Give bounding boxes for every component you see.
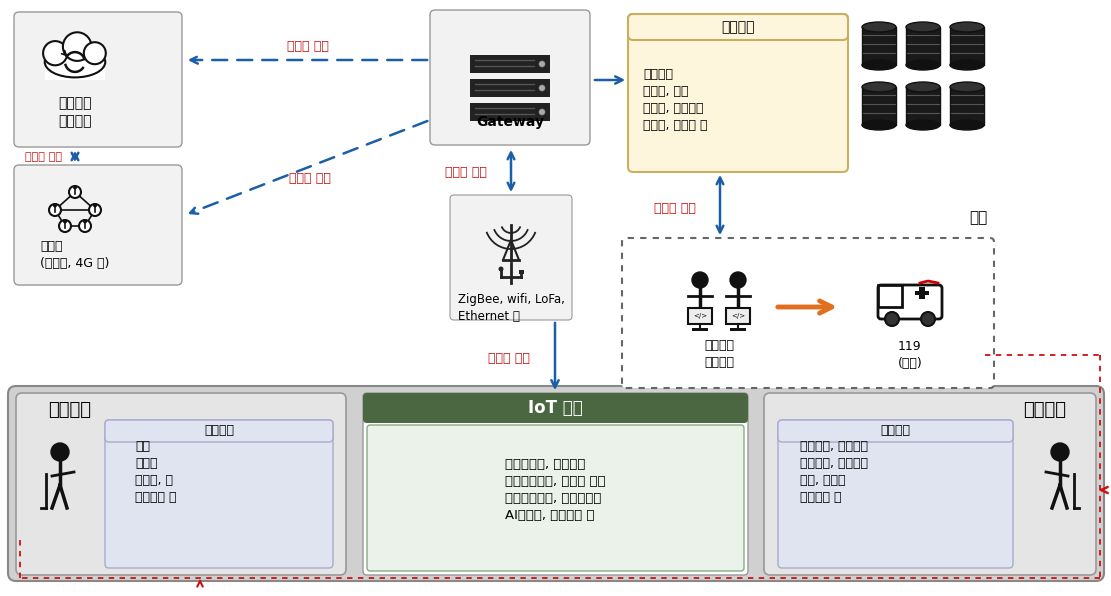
Circle shape (51, 443, 69, 461)
Circle shape (539, 109, 546, 115)
Text: 119
(응급): 119 (응급) (898, 340, 922, 370)
Ellipse shape (905, 22, 940, 32)
Circle shape (539, 61, 546, 67)
Ellipse shape (950, 82, 984, 92)
Text: 측정항목: 측정항목 (880, 424, 910, 437)
Bar (470, 79, 550, 97)
Bar (470, 103, 550, 121)
Text: ZigBee, wifi, LoFa,
Ethernet 등: ZigBee, wifi, LoFa, Ethernet 등 (458, 293, 564, 323)
Bar (950, 27, 984, 65)
FancyBboxPatch shape (778, 420, 1013, 442)
Text: 시설노인: 시설노인 (49, 401, 91, 419)
Bar (919, 287, 925, 299)
Text: 데이터 전송: 데이터 전송 (488, 352, 530, 365)
Text: </>: </> (693, 313, 707, 319)
Ellipse shape (862, 22, 895, 32)
Ellipse shape (44, 46, 106, 77)
Bar (730, 328, 745, 331)
Ellipse shape (43, 41, 68, 66)
FancyBboxPatch shape (363, 393, 748, 575)
Circle shape (79, 220, 91, 232)
FancyBboxPatch shape (450, 195, 572, 320)
Text: 응급상황
시설직원: 응급상황 시설직원 (704, 339, 734, 369)
Text: 대응: 대응 (969, 210, 988, 225)
Bar (688, 308, 712, 324)
Ellipse shape (905, 120, 940, 130)
Ellipse shape (63, 32, 91, 61)
Bar (46, 64, 104, 80)
FancyBboxPatch shape (430, 10, 590, 145)
Ellipse shape (905, 82, 940, 92)
Circle shape (53, 203, 57, 207)
FancyBboxPatch shape (764, 393, 1095, 575)
Bar (519, 270, 524, 274)
Ellipse shape (862, 60, 895, 70)
FancyBboxPatch shape (778, 420, 1013, 568)
Bar (915, 291, 929, 295)
Circle shape (59, 220, 71, 232)
FancyBboxPatch shape (878, 285, 942, 319)
FancyBboxPatch shape (106, 420, 333, 442)
Circle shape (89, 204, 101, 216)
Circle shape (73, 185, 77, 190)
FancyBboxPatch shape (628, 14, 848, 172)
Text: 통신망
(인터넷, 4G 등): 통신망 (인터넷, 4G 등) (40, 240, 110, 270)
Ellipse shape (905, 60, 940, 70)
Circle shape (83, 219, 87, 224)
Ellipse shape (950, 120, 984, 130)
Circle shape (730, 272, 745, 288)
Circle shape (921, 312, 935, 326)
Text: 측정항목: 측정항목 (204, 424, 234, 437)
Circle shape (93, 203, 97, 207)
Text: 레이더센서, 호흡센서
활동감지센서, 문열림 센서
열화상카메라, 화재감지기
AI스피커, 돌봄로봇 등: 레이더센서, 호흡센서 활동감지센서, 문열림 센서 열화상카메라, 화재감지기… (504, 458, 605, 522)
Bar (862, 87, 895, 125)
Text: IoT 센서: IoT 센서 (528, 399, 582, 417)
FancyBboxPatch shape (363, 393, 748, 423)
Text: </>: </> (731, 313, 745, 319)
FancyBboxPatch shape (367, 425, 744, 571)
Ellipse shape (950, 60, 984, 70)
Ellipse shape (950, 22, 984, 32)
Text: 데이터 전송: 데이터 전송 (446, 166, 487, 178)
Bar (862, 27, 895, 65)
FancyBboxPatch shape (8, 386, 1104, 581)
Text: 호흡상태
무호흡, 낙상
수면질, 화재발생
안녕감, 활동량 등: 호흡상태 무호흡, 낙상 수면질, 화재발생 안녕감, 활동량 등 (643, 68, 708, 132)
Circle shape (49, 204, 61, 216)
Text: Gateway: Gateway (476, 115, 544, 129)
Ellipse shape (862, 120, 895, 130)
FancyBboxPatch shape (14, 12, 182, 147)
Text: 패턴분석: 패턴분석 (721, 20, 754, 34)
FancyBboxPatch shape (106, 420, 333, 568)
FancyBboxPatch shape (628, 14, 848, 40)
Text: 화재감지, 가스감지
활동감지, 출입감지
호흡, 활동량
정서지원 등: 화재감지, 가스감지 활동감지, 출입감지 호흡, 활동량 정서지원 등 (800, 440, 868, 504)
Text: 재가노인: 재가노인 (1023, 401, 1067, 419)
FancyBboxPatch shape (14, 165, 182, 285)
Circle shape (885, 312, 899, 326)
Text: 데이터 전송: 데이터 전송 (289, 172, 331, 185)
Ellipse shape (83, 42, 106, 64)
Bar (950, 87, 984, 125)
Circle shape (1051, 443, 1069, 461)
Circle shape (539, 85, 546, 91)
Circle shape (692, 272, 708, 288)
Text: 호흡
활동량
문개방, 열
정서지원 등: 호흡 활동량 문개방, 열 정서지원 등 (136, 440, 177, 504)
Bar (725, 308, 750, 324)
Circle shape (63, 219, 67, 224)
Bar (905, 87, 940, 125)
Bar (905, 27, 940, 65)
Bar (878, 285, 902, 307)
Circle shape (499, 266, 503, 272)
Bar (692, 328, 708, 331)
Text: 데이터 전송: 데이터 전송 (287, 41, 329, 54)
Bar (470, 55, 550, 73)
Circle shape (69, 186, 81, 198)
Text: 데이터 전송: 데이터 전송 (26, 152, 62, 162)
FancyBboxPatch shape (622, 238, 994, 388)
Text: 데이터 전송: 데이터 전송 (654, 201, 695, 215)
Text: 클라우드
운영체계: 클라우드 운영체계 (58, 96, 92, 128)
Ellipse shape (862, 82, 895, 92)
FancyBboxPatch shape (16, 393, 346, 575)
